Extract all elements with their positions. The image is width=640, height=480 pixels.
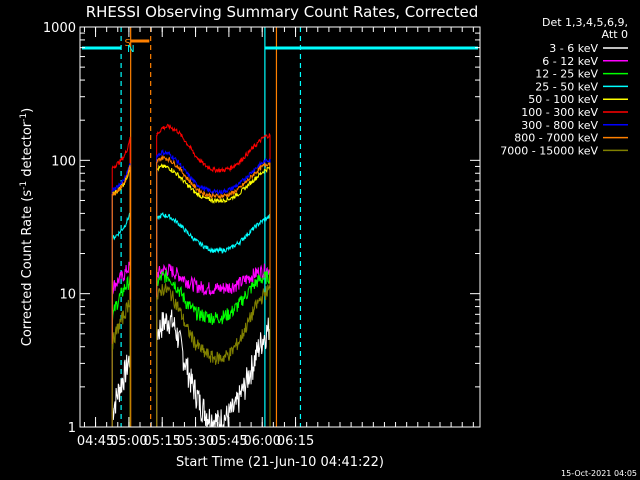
x-tick-label: 05:00 [110, 434, 147, 449]
x-axis-label: Start Time (21-Jun-10 04:41:22) [176, 455, 384, 470]
x-tick-label: 04:45 [77, 434, 114, 449]
series-line [156, 263, 271, 296]
legend-label: 100 - 300 keV [521, 106, 598, 119]
legend-label: 25 - 50 keV [535, 80, 598, 93]
y-axis: 1 10 100 1000 [43, 21, 480, 436]
series-line [156, 148, 271, 196]
series-line [156, 211, 271, 254]
legend-label: 6 - 12 keV [542, 55, 598, 68]
x-tick-label: 05:45 [210, 434, 247, 449]
series-line [111, 261, 131, 295]
y-axis-label-sup1: -1 [19, 181, 29, 190]
plot-frame [79, 26, 481, 428]
x-tick-label: 05:30 [177, 434, 214, 449]
y-axis-label-end: ) [20, 108, 35, 113]
series-line [156, 155, 271, 200]
y-axis-label-mid: detector [20, 121, 35, 181]
legend-label: 50 - 100 keV [528, 93, 598, 106]
series-line [111, 299, 131, 351]
y-tick-label: 10 [59, 288, 76, 303]
x-tick-label: 06:00 [243, 434, 280, 449]
legend-label: 800 - 7000 keV [514, 132, 598, 145]
night-label: N [127, 44, 134, 55]
legend-label: 300 - 800 keV [521, 119, 598, 132]
series-line [156, 269, 271, 325]
series-9 [111, 283, 271, 427]
series-line [111, 275, 131, 326]
series-layer [111, 123, 271, 428]
series-line [111, 164, 131, 196]
series-line [111, 354, 131, 420]
legend-label: 12 - 25 keV [535, 68, 598, 81]
y-tick-label: 1000 [43, 21, 76, 36]
y-tick-label: 100 [51, 154, 76, 169]
series-line [156, 283, 271, 365]
legend-header: Att 0 [602, 28, 628, 41]
footer-date: 15-Oct-2021 04:05 [561, 469, 637, 478]
legend-label: 7000 - 15000 keV [500, 144, 598, 157]
saa-label: S [124, 38, 130, 49]
series-line [156, 163, 271, 204]
y-tick-label: 1 [68, 421, 76, 436]
series-line [111, 137, 131, 169]
y-axis-label: Corrected Count Rate (s-1 detector-1) [19, 108, 35, 346]
x-tick-label: 05:15 [143, 434, 180, 449]
y-axis-label-sup2: -1 [19, 113, 29, 122]
y-axis-label-main: Corrected Count Rate (s [20, 190, 35, 347]
orbit-markers: SN [82, 27, 478, 427]
series-line [111, 163, 131, 192]
x-tick-label: 06:15 [277, 434, 314, 449]
series-line [111, 212, 131, 241]
legend-header: Det 1,3,4,5,6,9, [542, 16, 628, 29]
series-line [156, 123, 271, 174]
legend-label: 3 - 6 keV [549, 42, 598, 55]
chart-title: RHESSI Observing Summary Count Rates, Co… [86, 3, 479, 21]
